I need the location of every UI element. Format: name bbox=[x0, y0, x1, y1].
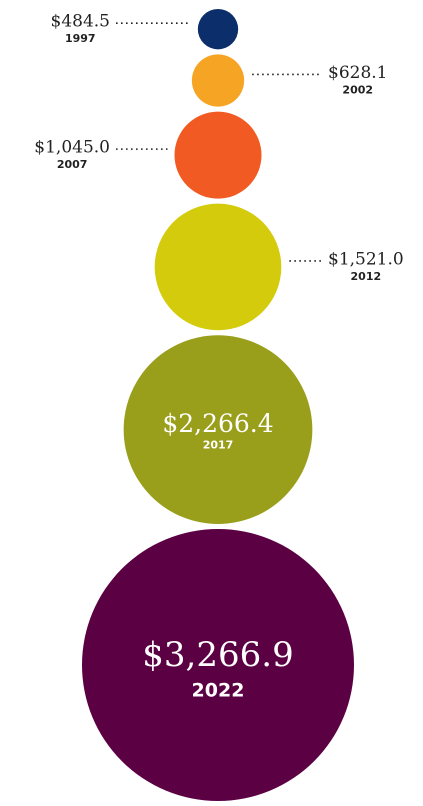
bubble bbox=[123, 335, 313, 524]
bubble bbox=[197, 9, 239, 50]
value-label: $1,521.0 bbox=[328, 249, 404, 269]
year-label: 2017 bbox=[203, 439, 234, 452]
bubble bbox=[82, 528, 354, 801]
bubble bbox=[154, 203, 282, 331]
bubble bbox=[191, 54, 245, 107]
year-label: 2007 bbox=[57, 158, 88, 171]
value-label: $2,266.4 bbox=[162, 409, 273, 438]
year-label: 2022 bbox=[192, 679, 245, 701]
value-label: $3,266.9 bbox=[142, 635, 293, 675]
bubble bbox=[174, 111, 262, 199]
year-label: 2012 bbox=[351, 270, 382, 283]
year-label: 1997 bbox=[65, 32, 96, 45]
value-label: $484.5 bbox=[51, 12, 110, 32]
value-label: $628.1 bbox=[328, 63, 387, 83]
value-label: $1,045.0 bbox=[34, 138, 110, 158]
year-label: 2002 bbox=[342, 83, 373, 96]
